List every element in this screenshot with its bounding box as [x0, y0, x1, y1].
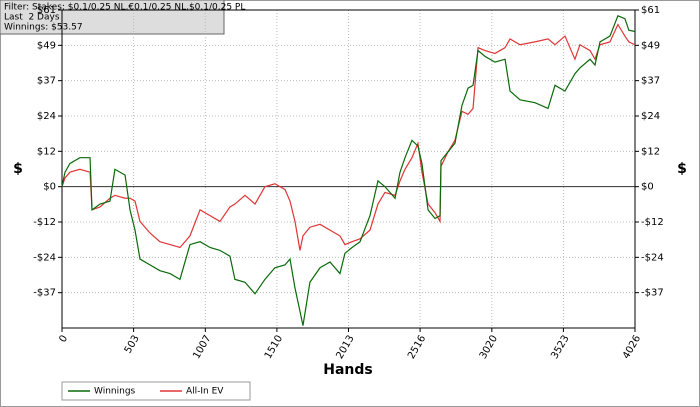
y2-tick-label: -$37: [641, 288, 664, 299]
y2-tick-label: $24: [641, 111, 660, 122]
x-tick-label: 0: [57, 334, 70, 345]
filter-text: Filter: Stakes: $0.1/0.25 NL,€0.1/0.25 N…: [4, 3, 245, 13]
series-line: [61, 15, 636, 326]
legend-box: [61, 381, 251, 401]
series-line: [61, 23, 636, 251]
y2-tick-label: $49: [641, 40, 660, 51]
y-tick-label: $61: [37, 5, 56, 16]
x-axis-label: Hands: [323, 362, 373, 378]
y-tick-label: -$37: [33, 288, 56, 299]
y2-tick-label: $0: [641, 182, 654, 193]
y-axis-label: $: [13, 161, 23, 177]
y-tick-label: $0: [43, 182, 56, 193]
y-tick-label: $12: [37, 146, 56, 157]
y2-axis-label: $: [677, 161, 687, 177]
legend-label: Winnings: [94, 387, 136, 397]
winnings-text: Winnings: $53.57: [4, 23, 83, 33]
y-tick-label: $49: [37, 40, 56, 51]
y2-tick-label: $12: [641, 146, 660, 157]
y2-tick-label: $37: [641, 76, 660, 87]
y2-tick-label: $61: [641, 5, 660, 16]
y-tick-label: $24: [37, 111, 56, 122]
y-tick-label: -$24: [33, 252, 56, 263]
filter-box: [0, 0, 225, 35]
period-text: Last 2 Days: [4, 13, 60, 23]
plot-border: [61, 9, 636, 329]
y-tick-label: -$12: [33, 217, 56, 228]
y-tick-label: $37: [37, 76, 56, 87]
legend-label: All-In EV: [186, 387, 224, 397]
y2-tick-label: -$24: [641, 252, 664, 263]
y2-tick-label: -$12: [641, 217, 664, 228]
